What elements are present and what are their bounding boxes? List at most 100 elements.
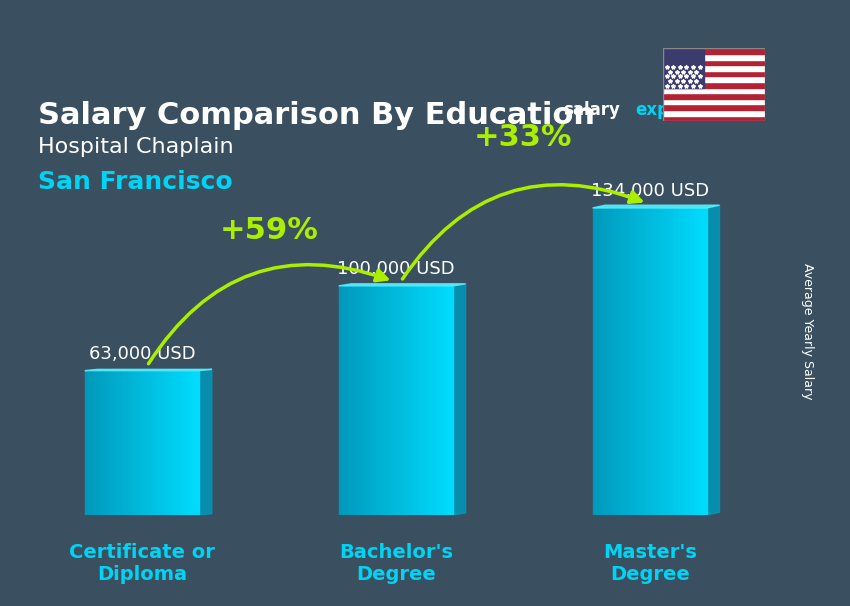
Bar	[447, 286, 450, 515]
Bar	[663, 88, 765, 93]
Bar	[108, 371, 110, 515]
Bar	[359, 286, 362, 515]
Bar	[99, 371, 102, 515]
Text: 63,000 USD: 63,000 USD	[88, 345, 196, 362]
Text: Hospital Chaplain: Hospital Chaplain	[38, 138, 234, 158]
Bar	[190, 371, 194, 515]
Polygon shape	[85, 369, 212, 371]
Bar	[704, 208, 707, 515]
Bar	[636, 208, 638, 515]
Bar	[424, 286, 428, 515]
Bar	[156, 371, 159, 515]
Text: +59%: +59%	[219, 216, 318, 245]
Bar	[419, 286, 422, 515]
Bar	[663, 59, 765, 65]
Bar	[139, 371, 142, 515]
Bar	[613, 208, 615, 515]
Bar	[91, 371, 94, 515]
Bar	[193, 371, 196, 515]
Bar	[663, 104, 765, 110]
Bar	[701, 208, 705, 515]
Text: Average Yearly Salary: Average Yearly Salary	[801, 264, 813, 400]
Bar	[687, 208, 690, 515]
Bar	[615, 208, 619, 515]
Bar	[153, 371, 156, 515]
Bar	[681, 208, 684, 515]
Bar	[450, 286, 453, 515]
Bar	[663, 54, 765, 59]
Bar	[110, 371, 114, 515]
Bar	[596, 208, 598, 515]
Bar	[664, 208, 667, 515]
Text: Salary Comparison By Education: Salary Comparison By Education	[38, 101, 595, 130]
Bar	[663, 82, 765, 88]
Bar	[184, 371, 188, 515]
Bar	[144, 371, 148, 515]
Bar	[604, 208, 607, 515]
Bar	[353, 286, 356, 515]
Bar	[148, 371, 150, 515]
Bar	[670, 208, 673, 515]
Bar	[626, 208, 630, 515]
Bar	[182, 371, 185, 515]
Bar	[676, 208, 678, 515]
Bar	[379, 286, 382, 515]
Bar	[405, 286, 407, 515]
Bar	[125, 371, 127, 515]
Bar	[133, 371, 137, 515]
Text: .com: .com	[712, 101, 757, 119]
Bar	[142, 371, 145, 515]
Bar	[390, 286, 394, 515]
Bar	[672, 208, 676, 515]
Bar	[436, 286, 439, 515]
Text: salary: salary	[564, 101, 620, 119]
Bar	[401, 286, 405, 515]
Bar	[393, 286, 396, 515]
Bar	[663, 99, 765, 104]
Text: San Francisco: San Francisco	[38, 170, 232, 195]
Bar	[162, 371, 165, 515]
Bar	[445, 286, 447, 515]
Text: 100,000 USD: 100,000 USD	[337, 260, 455, 278]
Bar	[196, 371, 199, 515]
Bar	[653, 208, 655, 515]
Bar	[658, 208, 661, 515]
Bar	[361, 286, 365, 515]
Bar	[663, 116, 765, 121]
Bar	[384, 286, 388, 515]
Bar	[641, 208, 644, 515]
Bar	[382, 286, 385, 515]
Bar	[684, 208, 687, 515]
Bar	[388, 286, 390, 515]
Bar	[661, 208, 664, 515]
Bar	[128, 371, 131, 515]
Bar	[644, 208, 647, 515]
Text: +33%: +33%	[473, 124, 572, 152]
Bar	[342, 286, 344, 515]
Bar	[433, 286, 436, 515]
Bar	[441, 286, 445, 515]
Bar	[667, 208, 670, 515]
Bar	[693, 208, 695, 515]
Bar	[96, 371, 99, 515]
Polygon shape	[453, 284, 466, 515]
Bar	[165, 371, 168, 515]
Text: Certificate or
Diploma: Certificate or Diploma	[69, 542, 215, 584]
Bar	[624, 208, 627, 515]
Bar	[136, 371, 139, 515]
Bar	[678, 208, 682, 515]
Bar	[410, 286, 413, 515]
Bar	[116, 371, 119, 515]
Bar	[592, 208, 596, 515]
Bar	[373, 286, 376, 515]
Bar	[698, 208, 701, 515]
Bar	[159, 371, 162, 515]
Text: Bachelor's
Degree: Bachelor's Degree	[339, 542, 453, 584]
Bar	[663, 110, 765, 116]
Polygon shape	[199, 369, 212, 515]
Bar	[598, 208, 602, 515]
Bar	[176, 371, 179, 515]
Bar	[350, 286, 354, 515]
Bar	[399, 286, 402, 515]
Bar	[663, 93, 765, 99]
